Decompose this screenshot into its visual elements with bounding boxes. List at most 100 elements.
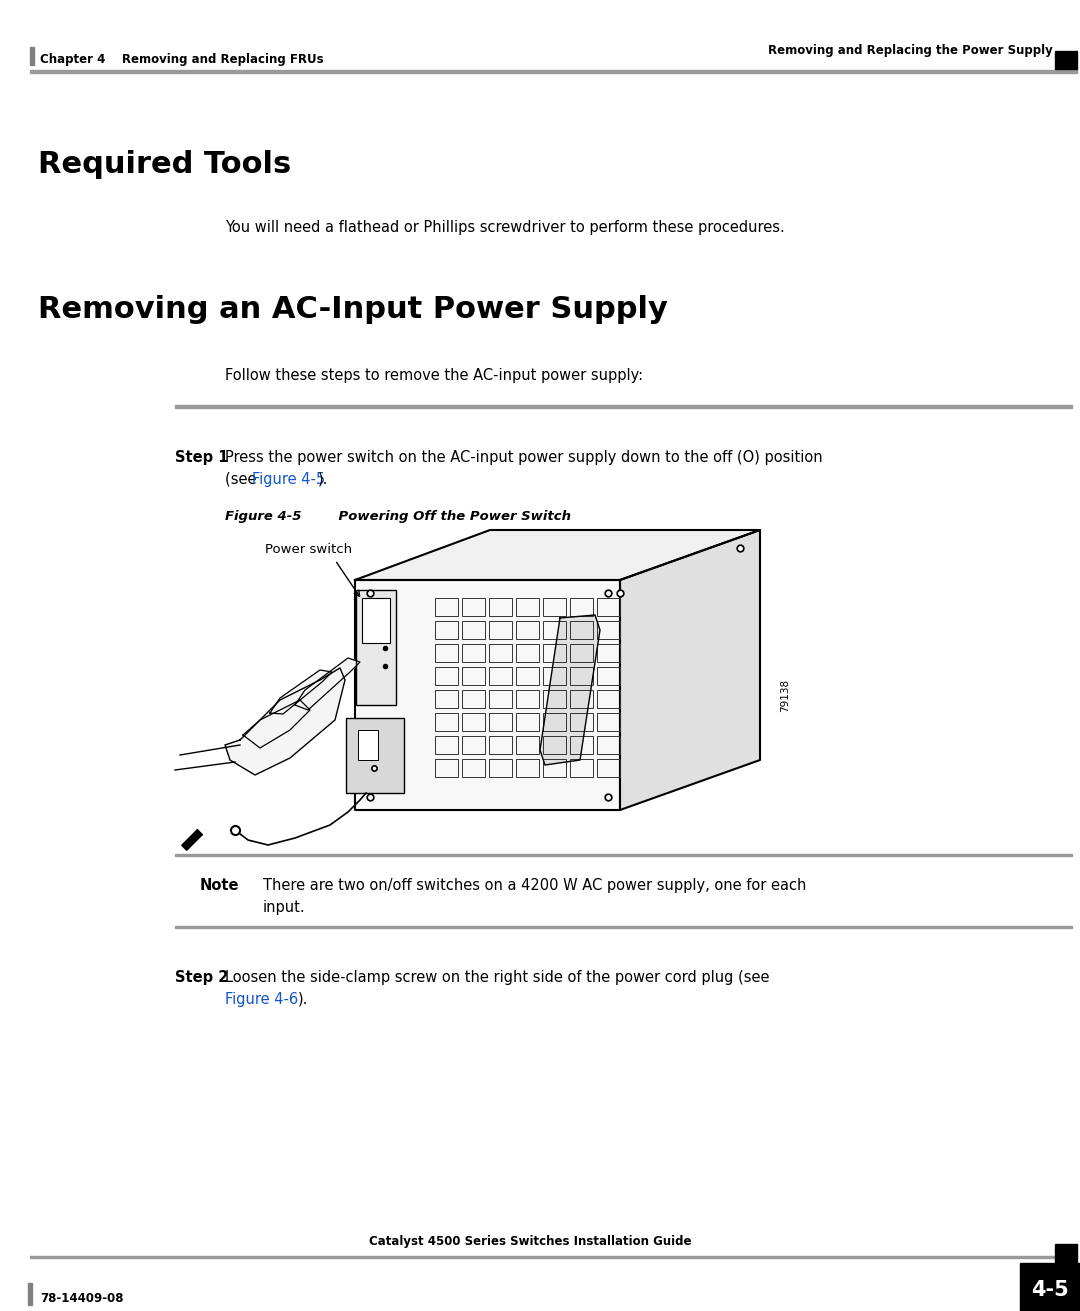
Bar xyxy=(570,759,593,777)
Text: 79138: 79138 xyxy=(780,678,789,712)
Text: input.: input. xyxy=(264,899,306,915)
Text: Catalyst 4500 Series Switches Installation Guide: Catalyst 4500 Series Switches Installati… xyxy=(368,1235,691,1248)
Bar xyxy=(357,730,378,760)
Text: Removing an AC-Input Power Supply: Removing an AC-Input Power Supply xyxy=(38,295,667,324)
Bar xyxy=(543,667,566,686)
Text: There are two on/off switches on a 4200 W AC power supply, one for each: There are two on/off switches on a 4200 … xyxy=(264,878,807,893)
Bar xyxy=(489,735,512,754)
Bar xyxy=(435,735,458,754)
Bar xyxy=(362,598,390,642)
Text: ).: ). xyxy=(318,472,328,486)
Text: 4-5: 4-5 xyxy=(1031,1280,1069,1301)
Bar xyxy=(597,644,620,662)
Bar xyxy=(516,690,539,708)
Polygon shape xyxy=(355,530,760,579)
Bar xyxy=(462,759,485,777)
Bar xyxy=(435,690,458,708)
Bar xyxy=(543,713,566,732)
Bar xyxy=(597,735,620,754)
Bar xyxy=(175,405,1072,408)
Bar xyxy=(543,644,566,662)
Bar xyxy=(435,644,458,662)
Bar xyxy=(489,598,512,616)
Bar xyxy=(175,926,1072,928)
Text: ).: ). xyxy=(298,992,309,1007)
Bar xyxy=(1020,1262,1080,1311)
Bar xyxy=(462,621,485,638)
Bar xyxy=(570,735,593,754)
Bar xyxy=(570,690,593,708)
Polygon shape xyxy=(355,579,620,810)
Bar xyxy=(597,759,620,777)
Text: 78-14409-08: 78-14409-08 xyxy=(40,1291,123,1304)
Bar xyxy=(570,644,593,662)
Bar xyxy=(30,1256,1077,1259)
Bar xyxy=(570,713,593,732)
Bar xyxy=(435,713,458,732)
Bar xyxy=(462,690,485,708)
Bar xyxy=(543,690,566,708)
Bar xyxy=(516,644,539,662)
Bar xyxy=(543,735,566,754)
Bar xyxy=(30,69,1077,73)
Bar xyxy=(543,598,566,616)
Text: You will need a flathead or Phillips screwdriver to perform these procedures.: You will need a flathead or Phillips scr… xyxy=(225,220,785,235)
Bar xyxy=(489,759,512,777)
Bar xyxy=(489,644,512,662)
Bar xyxy=(435,667,458,686)
Bar xyxy=(570,667,593,686)
Bar xyxy=(543,621,566,638)
Text: (see: (see xyxy=(225,472,261,486)
Bar xyxy=(489,690,512,708)
Polygon shape xyxy=(225,669,345,775)
Polygon shape xyxy=(243,700,310,749)
Bar xyxy=(597,621,620,638)
Polygon shape xyxy=(620,530,760,810)
Text: Press the power switch on the AC-input power supply down to the off (O) position: Press the power switch on the AC-input p… xyxy=(225,450,823,465)
Polygon shape xyxy=(295,658,360,711)
Bar xyxy=(28,1283,32,1304)
Bar xyxy=(570,598,593,616)
Bar xyxy=(435,621,458,638)
Text: Required Tools: Required Tools xyxy=(38,149,292,180)
Bar xyxy=(516,621,539,638)
Bar xyxy=(1055,1244,1077,1262)
Text: Removing and Replacing the Power Supply: Removing and Replacing the Power Supply xyxy=(768,45,1053,56)
Bar xyxy=(346,718,404,793)
Bar xyxy=(543,759,566,777)
Bar xyxy=(30,47,33,66)
Bar xyxy=(597,667,620,686)
Bar xyxy=(570,621,593,638)
Bar xyxy=(462,713,485,732)
Text: Step 2: Step 2 xyxy=(175,970,228,985)
Bar xyxy=(597,598,620,616)
Bar xyxy=(516,735,539,754)
Bar xyxy=(597,690,620,708)
Bar xyxy=(356,590,396,705)
Bar xyxy=(435,759,458,777)
Text: Step 1: Step 1 xyxy=(175,450,229,465)
Bar xyxy=(489,667,512,686)
Bar xyxy=(516,598,539,616)
Bar xyxy=(462,667,485,686)
Bar xyxy=(516,759,539,777)
Bar xyxy=(516,713,539,732)
Text: Follow these steps to remove the AC-input power supply:: Follow these steps to remove the AC-inpu… xyxy=(225,368,643,383)
Bar xyxy=(462,644,485,662)
Bar xyxy=(597,713,620,732)
Text: Figure 4-5: Figure 4-5 xyxy=(252,472,325,486)
Bar xyxy=(175,853,1072,856)
Text: Note: Note xyxy=(200,878,240,893)
Bar xyxy=(489,621,512,638)
Bar xyxy=(516,667,539,686)
Text: Loosen the side-clamp screw on the right side of the power cord plug (see: Loosen the side-clamp screw on the right… xyxy=(225,970,769,985)
Bar xyxy=(489,713,512,732)
Text: Figure 4-6: Figure 4-6 xyxy=(225,992,298,1007)
Polygon shape xyxy=(540,615,600,766)
Bar xyxy=(462,735,485,754)
Polygon shape xyxy=(270,670,332,714)
Text: Chapter 4    Removing and Replacing FRUs: Chapter 4 Removing and Replacing FRUs xyxy=(40,52,324,66)
Bar xyxy=(462,598,485,616)
Polygon shape xyxy=(181,830,202,851)
Bar xyxy=(435,598,458,616)
